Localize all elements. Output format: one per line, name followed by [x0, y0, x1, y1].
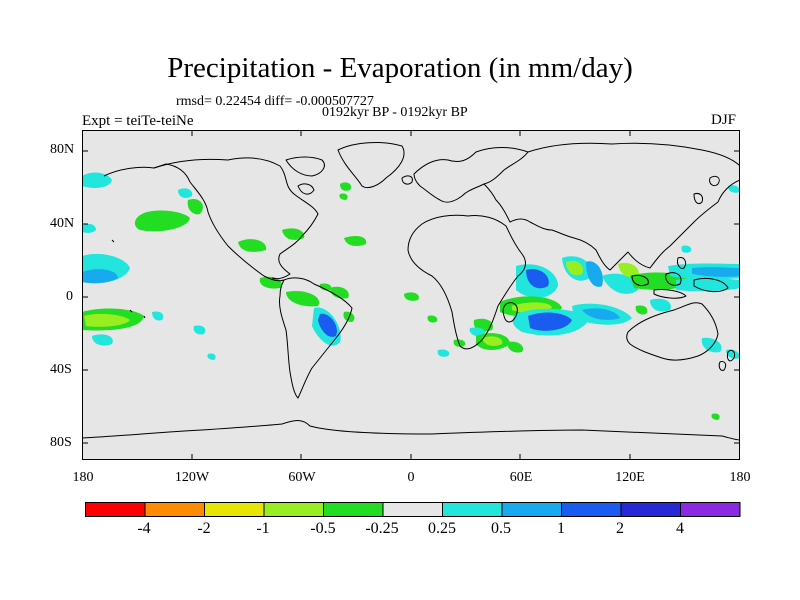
lon-tick-120w: 120W	[174, 470, 210, 485]
colorbar-label: 1	[557, 520, 565, 537]
colorbar-box	[323, 502, 384, 517]
lon-tick-120e: 120E	[615, 470, 645, 485]
experiment-label: Expt = teiTe-teiNe	[82, 113, 194, 129]
anomaly-fields	[82, 172, 740, 420]
colorbar-box	[144, 502, 205, 517]
colorbar	[85, 502, 741, 517]
axis-ticks	[82, 130, 740, 460]
colorbar-box	[85, 502, 146, 517]
lon-tick-0: 0	[407, 470, 415, 485]
rmsd-diff-label: rmsd= 0.22454 diff= -0.000507727	[176, 94, 374, 109]
colorbar-box	[620, 502, 681, 517]
colorbar-label: 4	[676, 520, 684, 537]
lon-tick-60e: 60E	[509, 470, 533, 485]
lon-tick-60w: 60W	[288, 470, 316, 485]
lon-tick-180e: 180	[729, 470, 751, 485]
period-label: 0192kyr BP - 0192kyr BP	[322, 105, 468, 120]
colorbar-box	[561, 502, 622, 517]
colorbar-box	[442, 502, 503, 517]
chart-title: Precipitation - Evaporation (in mm/day)	[167, 52, 633, 84]
lat-tick-80s: 80S	[50, 435, 72, 450]
colorbar-label: 0.5	[491, 520, 511, 537]
lat-tick-0: 0	[66, 289, 73, 304]
colorbar-box	[501, 502, 562, 517]
colorbar-box	[680, 502, 741, 517]
lat-tick-40n: 40N	[50, 216, 75, 231]
colorbar-label: -4	[137, 520, 151, 537]
colorbar-label: -2	[197, 520, 211, 537]
colorbar-label: -1	[256, 520, 270, 537]
lat-tick-80n: 80N	[50, 142, 75, 157]
colorbar-box	[382, 502, 443, 517]
season-label: DJF	[711, 112, 737, 128]
lon-tick-180w: 180	[72, 470, 94, 485]
colorbar-box	[204, 502, 265, 517]
lat-tick-40s: 40S	[50, 362, 72, 377]
coastlines	[82, 142, 740, 441]
colorbar-label: -0.5	[310, 520, 336, 537]
colorbar-box	[263, 502, 324, 517]
colorbar-label: -0.25	[365, 520, 399, 537]
precip-evap-map	[82, 130, 740, 460]
colorbar-label: 2	[616, 520, 624, 537]
colorbar-label: 0.25	[428, 520, 456, 537]
